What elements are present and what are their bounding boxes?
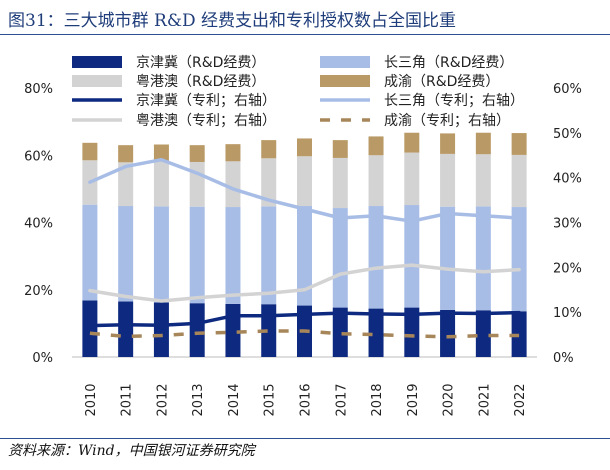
bar-csj	[368, 206, 384, 309]
legend-swatch-csj-bar	[320, 56, 370, 68]
title-divider	[0, 34, 610, 35]
x-axis-tick-label: 2016	[299, 383, 314, 416]
x-axis-tick-label: 2020	[442, 383, 457, 416]
bar-csj	[82, 204, 98, 301]
bar-ygo	[153, 161, 169, 207]
bar-cy	[261, 140, 277, 159]
left-axis-tick-label: 0%	[32, 351, 53, 366]
legend-label: 成渝（专利；右轴）	[384, 113, 510, 129]
bar-csj	[225, 207, 241, 304]
bar-jjj	[153, 302, 169, 357]
x-axis-tick-label: 2019	[406, 383, 421, 416]
bar-cy	[189, 145, 205, 162]
bar-cy	[118, 145, 134, 163]
legend-label: 长三角（R&D经费）	[384, 55, 513, 71]
left-axis-tick-label: 40%	[24, 217, 53, 232]
bar-cy	[332, 140, 348, 158]
right-axis-tick-label: 0%	[553, 351, 574, 366]
lines	[88, 157, 521, 339]
right-axis-tick-label: 20%	[553, 261, 582, 276]
bar-jjj	[118, 301, 134, 357]
x-axis-tick-label: 2022	[513, 383, 528, 416]
chart-title: 图31：三大城市群 R&D 经费支出和专利授权数占全国比重	[8, 11, 457, 31]
legend-swatch-jjj-bar	[72, 56, 122, 68]
bar-ygo	[475, 154, 491, 207]
bar-cy	[440, 133, 456, 154]
bar-jjj	[332, 307, 348, 357]
legend-label: 京津冀（R&D经费）	[136, 55, 265, 71]
line-cy	[89, 329, 520, 339]
x-axis-tick-label: 2013	[191, 383, 206, 416]
x-axis-tick-label: 2015	[263, 383, 278, 416]
legend-label: 粤港澳（R&D经费）	[136, 74, 265, 90]
bar-ygo	[261, 158, 277, 207]
bar-cy	[511, 133, 527, 155]
bar-csj	[475, 206, 491, 311]
left-axis-tick-label: 20%	[24, 284, 53, 299]
bar-jjj	[82, 300, 98, 357]
x-axis-tick-label: 2018	[370, 383, 385, 416]
bar-cy	[225, 144, 241, 162]
bar-cy	[153, 144, 169, 162]
bar-ygo	[404, 152, 420, 206]
x-axis-tick-label: 2010	[84, 383, 99, 416]
bar-jjj	[404, 307, 420, 357]
source-note: 资料来源：Wind，中国银河证券研究院	[8, 443, 255, 459]
bar-ygo	[297, 156, 312, 207]
line-csj	[88, 157, 521, 223]
x-axis-tick-label: 2011	[120, 383, 135, 416]
bar-csj	[404, 205, 420, 308]
axes: 0% 20% 40% 60% 80% 0% 10% 20% 30% 40% 50% 60% 2010 20…	[24, 82, 582, 417]
bar-csj	[118, 206, 134, 302]
legend: 京津冀（R&D经费） 长三角（R&D经费） 粤港澳（R&D经费） 成渝（R&D经费） 京…	[72, 55, 524, 129]
bar-ygo	[368, 155, 384, 207]
bar-ygo	[332, 157, 348, 209]
bar-jjj	[440, 309, 456, 357]
legend-label: 京津冀（专利；右轴）	[136, 93, 276, 109]
line-jjj	[88, 310, 521, 328]
legend-label: 粤港澳（专利；右轴）	[136, 113, 276, 129]
bar-csj	[153, 206, 169, 303]
bar-csj	[440, 206, 456, 310]
bar-cy	[82, 142, 98, 161]
bar-ygo	[118, 162, 134, 207]
right-axis-tick-label: 10%	[553, 306, 582, 321]
right-axis-tick-label: 40%	[553, 172, 582, 187]
bar-jjj	[475, 310, 491, 357]
bar-jjj	[511, 311, 527, 357]
left-axis-tick-label: 80%	[24, 82, 53, 97]
bar-csj	[261, 206, 277, 305]
bar-ygo	[225, 161, 241, 208]
footer-divider	[0, 438, 610, 439]
right-axis-tick-label: 30%	[553, 217, 582, 232]
bar-csj	[297, 206, 312, 306]
bar-cy	[404, 132, 420, 153]
bar-jjj	[368, 308, 384, 357]
legend-label: 成渝（R&D经费）	[384, 74, 499, 90]
legend-swatch-ygo-bar	[72, 75, 122, 87]
bar-ygo	[511, 154, 527, 208]
x-axis-tick-label: 2012	[155, 383, 170, 416]
bar-cy	[297, 138, 312, 157]
chart-area: 京津冀（R&D经费） 长三角（R&D经费） 粤港澳（R&D经费） 成渝（R&D经费） 京…	[24, 55, 582, 417]
bar-csj	[511, 207, 527, 312]
x-axis-tick-label: 2017	[334, 383, 349, 416]
bar-ygo	[440, 153, 456, 207]
x-axis-tick-label: 2021	[477, 383, 492, 416]
bar-csj	[189, 206, 205, 304]
left-axis-tick-label: 60%	[24, 149, 53, 164]
bar-jjj	[189, 303, 205, 357]
bar-cy	[475, 132, 491, 155]
bar-cy	[368, 136, 384, 156]
legend-label: 长三角（专利；右轴）	[384, 93, 524, 109]
right-axis-tick-label: 50%	[553, 127, 582, 142]
legend-swatch-cy-bar	[320, 75, 370, 87]
x-axis-tick-label: 2014	[227, 383, 242, 416]
bar-ygo	[189, 161, 205, 207]
bar-csj	[332, 208, 348, 308]
line-ygo	[88, 263, 521, 303]
right-axis-tick-label: 60%	[553, 82, 582, 97]
bars	[82, 132, 527, 357]
